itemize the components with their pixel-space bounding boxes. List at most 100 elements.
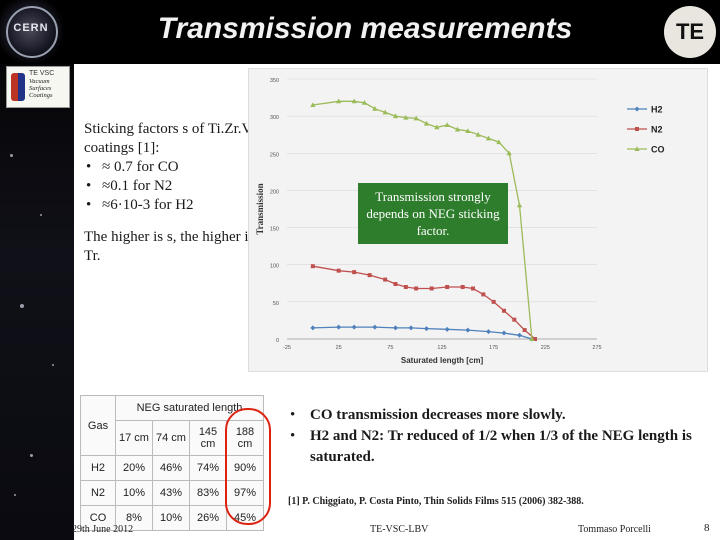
conclusion-bullet: H2 and N2: Tr reduced of 1/2 when 1/3 of…	[288, 426, 718, 468]
data-point	[502, 308, 506, 313]
conclusion-bullets: CO transmission decreases more slowly. H…	[288, 405, 718, 468]
data-point	[517, 332, 522, 338]
spark-decoration	[52, 364, 54, 366]
higher-s-text: The higher is s, the higher is Tr.	[84, 229, 255, 264]
cern-logo: CERN	[0, 0, 62, 64]
table-gas-cell: N2	[80, 480, 116, 506]
te-logo: TE	[664, 6, 716, 58]
data-point	[403, 114, 409, 120]
data-point	[352, 270, 357, 275]
data-point	[460, 285, 465, 289]
data-point	[413, 115, 419, 121]
y-tick-label: 200	[270, 189, 279, 195]
data-point	[434, 124, 440, 130]
vsc-logo-line: Vacuum	[29, 78, 50, 85]
data-point	[423, 120, 430, 126]
table-col-header: 17 cm	[115, 420, 153, 456]
footer-center: TE-VSC-LBV	[370, 524, 429, 535]
table-cell: 74%	[189, 455, 227, 481]
y-tick-label: 150	[270, 227, 279, 233]
y-tick-label: 0	[276, 338, 279, 344]
cern-logo-text: CERN	[13, 22, 49, 34]
data-point	[512, 317, 517, 322]
legend-label: CO	[651, 145, 665, 155]
data-point	[486, 329, 491, 335]
data-point	[485, 135, 492, 141]
x-axis-label: Saturated length [cm]	[401, 356, 484, 365]
data-point	[454, 126, 461, 132]
data-point	[367, 273, 372, 278]
table-gas-cell: CO	[80, 505, 116, 531]
slide-header: CERN Transmission measurements TE	[0, 0, 720, 64]
table-gas-cell: H2	[80, 455, 116, 481]
data-point	[465, 327, 471, 333]
legend-marker	[634, 146, 640, 151]
slide-title: Transmission measurements	[157, 12, 573, 45]
x-tick-label: 175	[489, 345, 498, 351]
data-point	[465, 128, 471, 133]
sticking-bullet-n2: ≈0.1 for N2	[84, 177, 274, 196]
legend-marker	[635, 127, 639, 131]
table-cell: 26%	[189, 505, 227, 531]
data-point	[475, 131, 481, 137]
data-point	[310, 264, 315, 269]
data-point	[496, 139, 502, 145]
data-point	[336, 98, 342, 104]
left-decorative-band	[0, 64, 74, 540]
table-cell: 20%	[115, 455, 153, 481]
table-cell: 43%	[152, 480, 190, 506]
table-col-header: 145 cm	[189, 420, 227, 456]
spark-decoration	[14, 494, 16, 496]
data-point	[501, 330, 507, 336]
table-cell: 46%	[152, 455, 190, 481]
footer-author: Tommaso Porcelli	[578, 524, 651, 535]
data-point	[372, 105, 378, 111]
table-cell: 83%	[189, 480, 227, 506]
data-point	[491, 299, 496, 304]
spark-decoration	[40, 214, 42, 216]
table-cell: 10%	[115, 480, 153, 506]
table-row: H2 20% 46% 74% 90%	[80, 455, 264, 481]
data-point	[533, 337, 537, 341]
data-point	[383, 277, 388, 282]
table-col-header: 74 cm	[152, 420, 190, 456]
data-point	[403, 285, 408, 289]
callout-box: Transmission strongly depends on NEG sti…	[358, 183, 508, 244]
y-tick-label: 300	[270, 115, 279, 121]
spark-decoration	[20, 304, 24, 308]
data-point	[445, 285, 450, 289]
x-tick-label: -25	[283, 345, 291, 351]
table-row: N2 10% 43% 83% 97%	[80, 480, 264, 506]
series-line-h2	[312, 326, 533, 340]
y-tick-label: 350	[270, 78, 279, 84]
data-point	[516, 202, 523, 208]
data-point	[471, 286, 475, 291]
data-point	[393, 325, 398, 331]
x-tick-label: 225	[541, 345, 550, 351]
vsc-logo-text: Vacuum Surfaces Coatings	[29, 78, 52, 99]
table-cell: 97%	[226, 480, 264, 506]
legend-marker	[634, 106, 640, 112]
data-point	[310, 102, 316, 107]
x-tick-label: 25	[336, 345, 342, 351]
page-number: 8	[704, 522, 710, 534]
data-point	[529, 336, 535, 341]
y-tick-label: 250	[270, 152, 279, 158]
neg-saturation-table: Gas NEG saturated length 17 cm 74 cm 145…	[80, 395, 264, 531]
x-tick-label: 75	[387, 345, 393, 351]
data-point	[336, 268, 341, 273]
data-point	[392, 113, 399, 119]
highlight-circle	[225, 408, 271, 525]
y-tick-label: 50	[273, 301, 279, 307]
data-point	[414, 286, 419, 291]
data-point	[408, 325, 414, 331]
sticking-bullet-co: ≈ 0.7 for CO	[84, 158, 274, 177]
sticking-bullet-h2: ≈6·10-3 for H2	[84, 196, 274, 215]
sticking-factor-text: Sticking factors s of Ti.Zr.V coatings […	[84, 120, 274, 266]
legend-label: H2	[651, 105, 663, 115]
data-point	[351, 324, 357, 330]
y-tick-label: 100	[270, 264, 279, 270]
vsc-logo-line: Coatings	[29, 92, 53, 99]
cern-logo-ring	[6, 6, 58, 58]
data-point	[372, 324, 378, 330]
